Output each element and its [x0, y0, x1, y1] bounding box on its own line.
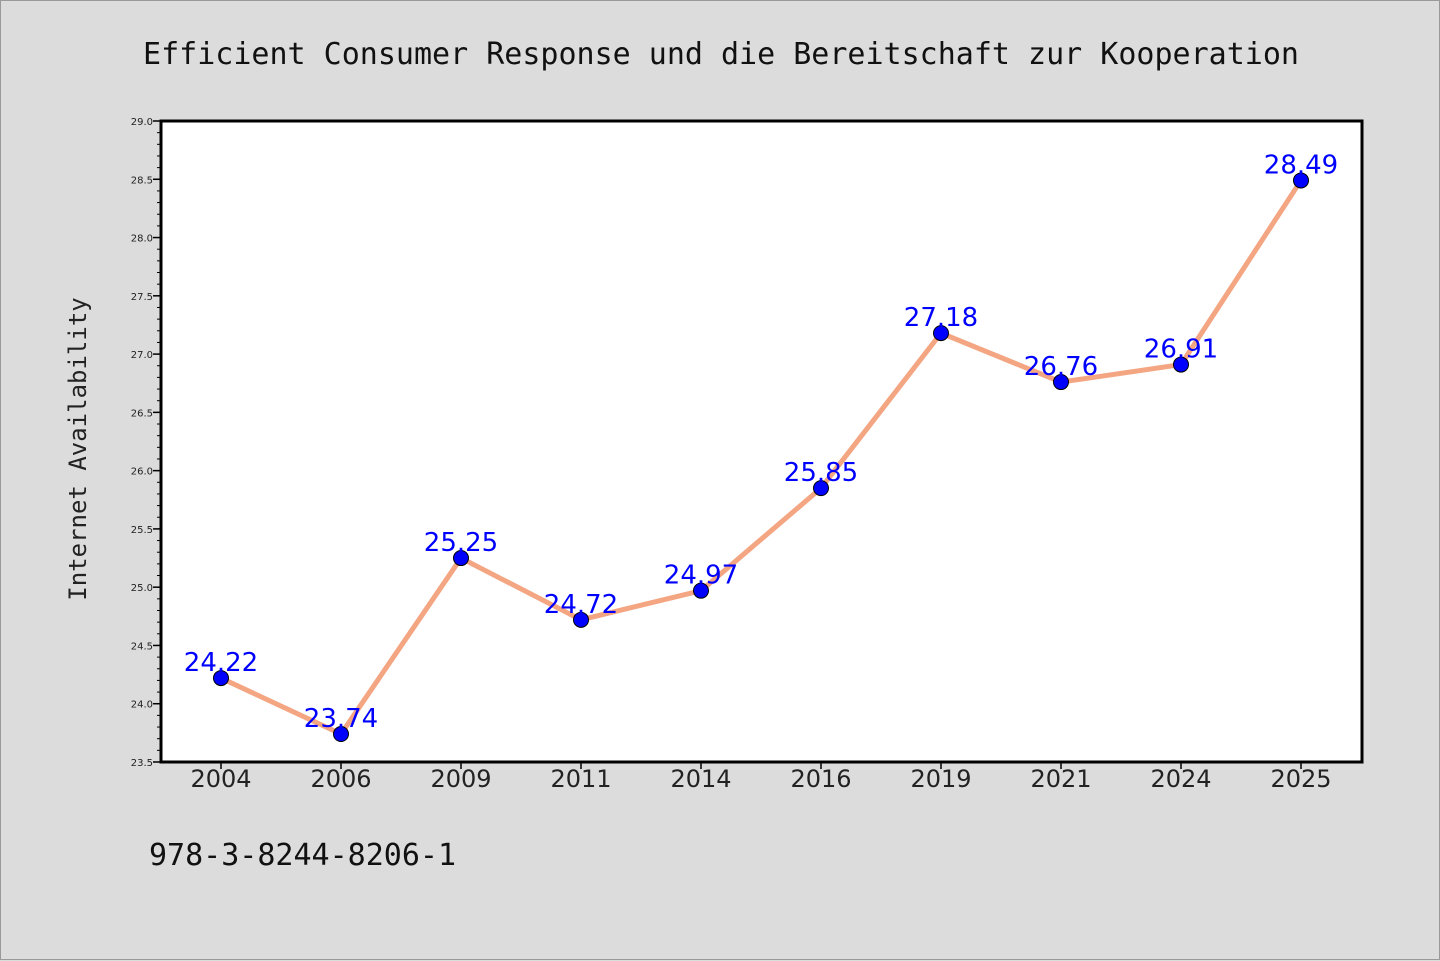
data-label: 26.76 [1024, 352, 1098, 382]
data-point [813, 480, 829, 497]
y-tick-label: 24.0 [131, 700, 153, 711]
data-point [1293, 172, 1309, 189]
data-point [1053, 374, 1069, 391]
y-tick-label: 25.0 [131, 583, 153, 594]
x-tick-label: 2006 [310, 765, 371, 793]
data-label: 25.25 [424, 528, 498, 558]
y-tick-label: 27.5 [131, 292, 153, 303]
chart-title: Efficient Consumer Response und die Bere… [143, 37, 1299, 72]
x-tick-label: 2021 [1030, 765, 1091, 793]
y-axis: 23.5 24.0 24.5 25.0 25.5 26.0 26.5 27.0 27.5 28.0… [131, 117, 161, 769]
data-label: 26.91 [1144, 335, 1218, 365]
x-tick-label: 2011 [550, 765, 611, 793]
series-line [218, 177, 1304, 737]
data-label: 24.22 [184, 648, 258, 678]
plot-area [159, 119, 1364, 764]
data-point [693, 582, 709, 599]
data-label: 24.97 [664, 561, 738, 591]
y-tick-label: 28.5 [131, 175, 153, 186]
data-point [933, 325, 949, 342]
x-tick-label: 2004 [190, 765, 251, 793]
y-tick-label: 25.5 [131, 525, 153, 536]
data-point [453, 550, 469, 567]
series-markers [213, 172, 1309, 743]
x-tick-label: 2024 [1150, 765, 1211, 793]
isbn-footer: 978-3-8244-8206-1 [149, 838, 456, 873]
data-point [1173, 356, 1189, 373]
x-tick-label: 2009 [430, 765, 491, 793]
y-tick-label: 26.5 [131, 408, 153, 419]
data-point [573, 611, 589, 628]
y-tick-label: 24.5 [131, 641, 153, 652]
data-label: 23.74 [304, 704, 378, 734]
x-tick-label: 2016 [790, 765, 851, 793]
y-axis-label: Internet Availability [64, 297, 92, 600]
data-point [213, 670, 229, 687]
data-point [333, 726, 349, 743]
y-tick-label: 28.0 [131, 234, 153, 245]
x-tick-label: 2014 [670, 765, 731, 793]
data-label: 28.49 [1264, 150, 1338, 180]
y-tick-label: 26.0 [131, 467, 153, 478]
x-tick-label: 2019 [910, 765, 971, 793]
y-tick-label: 29.0 [131, 117, 153, 128]
x-tick-label: 2025 [1270, 765, 1331, 793]
y-tick-label: 27.0 [131, 350, 153, 361]
data-label: 25.85 [784, 458, 858, 488]
data-labels: 24.22 23.74 25.25 24.72 24.97 25.85 27.18 26.76… [184, 150, 1338, 734]
y-tick-label: 23.5 [131, 758, 153, 769]
x-axis: 2004 2006 2009 2011 2014 2016 2019 2021 2024 2025 [190, 762, 1332, 793]
data-label: 27.18 [904, 303, 978, 333]
data-label: 24.72 [544, 590, 618, 620]
